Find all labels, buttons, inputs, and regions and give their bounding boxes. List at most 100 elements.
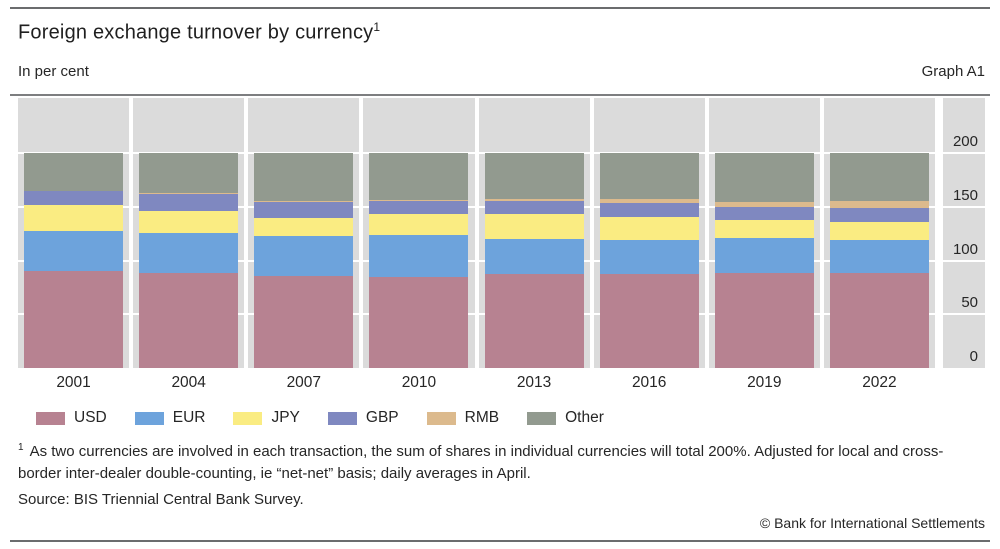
- bar-segment-gbp-2013: [484, 201, 584, 214]
- bar-segment-rmb-2007: [254, 201, 354, 202]
- gridline-200: [18, 152, 985, 154]
- title-footnote-marker: 1: [373, 20, 381, 34]
- bar-segment-eur-2007: [254, 236, 354, 276]
- legend-label-usd: USD: [74, 409, 107, 426]
- chart-panel-2001: [18, 98, 130, 368]
- bar-segment-usd-2010: [369, 276, 469, 368]
- bar-segment-usd-2004: [139, 273, 239, 368]
- top-rule: [10, 7, 990, 9]
- bar-segment-gbp-2004: [139, 193, 239, 211]
- bar-segment-jpy-2001: [24, 205, 123, 231]
- legend-item-gbp: GBP: [327, 409, 399, 427]
- bar-segment-other-2001: [24, 153, 123, 192]
- bottom-rule: [10, 540, 990, 542]
- bar-segment-eur-2010: [369, 234, 469, 277]
- legend-item-jpy: JPY: [233, 409, 300, 427]
- bar-segment-other-2010: [369, 153, 469, 200]
- source-line: Source: BIS Triennial Central Bank Surve…: [18, 491, 304, 508]
- y-tick-label-200: 200: [952, 133, 978, 150]
- bar-segment-gbp-2007: [254, 201, 354, 218]
- y-tick-label-150: 150: [952, 186, 978, 204]
- footnote-marker: 1: [18, 442, 24, 453]
- stacked-bar-chart: 0 50 100 150 200: [18, 98, 985, 368]
- bar-segment-eur-2001: [24, 230, 123, 272]
- bar-segment-other-2019: [714, 153, 814, 202]
- footnote-text: As two currencies are involved in each t…: [18, 443, 944, 482]
- footnote: 1 As two currencies are involved in each …: [18, 437, 984, 485]
- bar-segment-gbp-2016: [599, 203, 699, 217]
- bar-segment-rmb-2016: [599, 198, 699, 204]
- legend-label-other: Other: [565, 409, 604, 426]
- bar-segment-jpy-2019: [714, 220, 814, 239]
- legend-label-jpy: JPY: [271, 409, 300, 426]
- stacked-bar-2001: [24, 98, 123, 368]
- legend-item-usd: USD: [36, 409, 107, 427]
- bar-segment-other-2022: [829, 153, 929, 201]
- legend-swatch-jpy: [233, 411, 263, 425]
- legend-item-eur: EUR: [134, 409, 206, 427]
- bar-segment-other-2016: [599, 153, 699, 199]
- bar-segment-eur-2016: [599, 240, 699, 274]
- bar-segment-jpy-2010: [369, 214, 469, 235]
- bar-segment-eur-2022: [829, 240, 929, 273]
- x-tick-label-2004: 2004: [171, 374, 206, 391]
- stacked-bar-2010: [369, 98, 469, 368]
- legend-item-rmb: RMB: [426, 409, 500, 427]
- copyright-line: © Bank for International Settlements: [759, 515, 985, 531]
- x-tick-label-2016: 2016: [631, 374, 667, 391]
- bar-segment-gbp-2019: [714, 206, 814, 221]
- chart-legend: USD EUR JPY GBP RMB Other: [36, 409, 604, 427]
- legend-swatch-other: [527, 411, 557, 425]
- bar-segment-rmb-2019: [714, 201, 814, 207]
- bar-segment-eur-2013: [484, 238, 584, 275]
- legend-item-other: Other: [527, 409, 604, 427]
- bar-segment-jpy-2022: [829, 222, 929, 241]
- x-tick-label-2013: 2013: [516, 374, 552, 391]
- bar-segment-other-2007: [254, 153, 354, 202]
- y-tick-label-100: 100: [952, 240, 978, 258]
- y-tick-label-0: 0: [969, 348, 978, 365]
- bar-segment-rmb-2010: [369, 199, 469, 201]
- chart-panel-2016: [593, 98, 705, 368]
- bar-segment-jpy-2007: [254, 217, 354, 237]
- legend-label-gbp: GBP: [365, 409, 399, 426]
- bar-segment-eur-2019: [714, 238, 814, 274]
- bar-segment-jpy-2013: [484, 213, 584, 239]
- legend-swatch-gbp: [327, 411, 357, 425]
- x-tick-label-2007: 2007: [286, 374, 322, 391]
- chart-panel-2022: [823, 98, 935, 368]
- bar-segment-usd-2022: [829, 272, 929, 368]
- page-title: Foreign exchange turnover by currency1: [18, 20, 380, 45]
- bar-segment-other-2004: [139, 153, 239, 193]
- chart-panels: 0 50 100 150 200: [18, 98, 985, 368]
- legend-label-rmb: RMB: [464, 409, 500, 426]
- chart-panel-2019: [708, 98, 820, 368]
- page-title-text: Foreign exchange turnover by currency: [18, 21, 374, 44]
- x-axis-labels: 2001 2004 2007 2010 2013 2016 2019 2022: [18, 374, 935, 392]
- bar-segment-gbp-2022: [829, 208, 929, 223]
- legend-label-eur: EUR: [172, 409, 206, 426]
- stacked-bar-2013: [484, 98, 584, 368]
- x-tick-label-2010: 2010: [401, 374, 437, 391]
- stacked-bar-2007: [254, 98, 354, 368]
- bar-segment-jpy-2004: [139, 210, 239, 234]
- legend-swatch-usd: [36, 411, 65, 425]
- header-divider-rule: [10, 94, 990, 96]
- bar-segment-usd-2001: [24, 271, 123, 368]
- chart-panel-2007: [248, 98, 360, 368]
- graph-number-label: Graph A1: [921, 63, 985, 80]
- stacked-bar-2004: [139, 98, 239, 368]
- chart-panel-2004: [133, 98, 245, 368]
- bar-segment-jpy-2016: [599, 216, 699, 241]
- bar-segment-usd-2016: [599, 273, 699, 368]
- chart-panel-2010: [363, 98, 475, 368]
- chart-unit-label: In per cent: [18, 63, 89, 80]
- bar-segment-gbp-2010: [369, 200, 469, 215]
- bar-segment-rmb-2013: [484, 198, 584, 202]
- x-tick-label-2001: 2001: [56, 374, 91, 391]
- stacked-bar-2022: [829, 98, 929, 368]
- bar-segment-other-2013: [484, 153, 584, 199]
- legend-swatch-rmb: [426, 411, 456, 425]
- bar-segment-usd-2013: [484, 274, 584, 368]
